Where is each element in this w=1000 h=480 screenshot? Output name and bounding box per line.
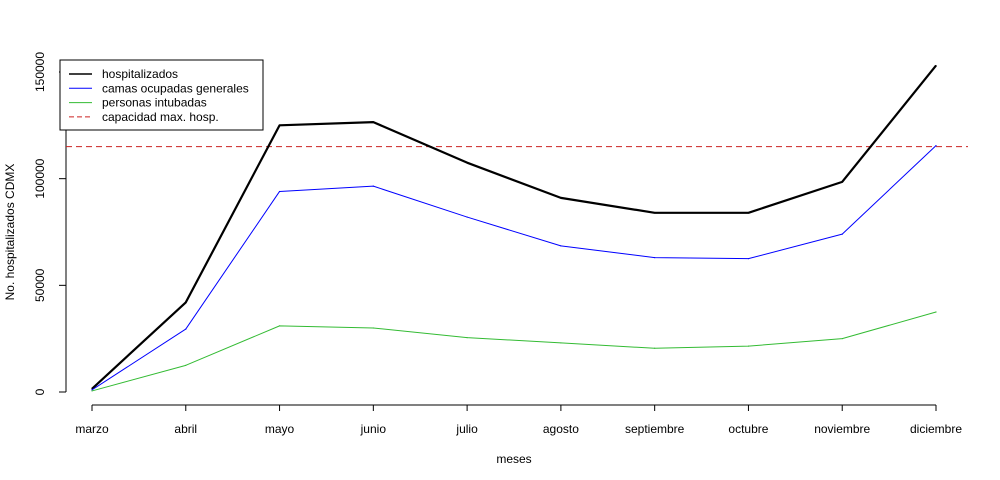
x-tick-label: junio: [360, 422, 387, 436]
data-point: [560, 342, 562, 344]
data-point: [560, 197, 562, 199]
legend-label: hospitalizados: [102, 67, 178, 81]
y-tick-label: 100000: [33, 158, 47, 198]
y-axis: 0 50000 100000 150000: [33, 52, 67, 395]
data-point: [91, 389, 93, 391]
data-point: [654, 257, 656, 259]
x-tick-label: octubre: [728, 422, 768, 436]
data-point: [185, 328, 187, 330]
x-axis: marzo abril mayo junio julio agosto septiembre…: [75, 404, 962, 436]
data-point: [841, 338, 843, 340]
x-tick-label: mayo: [265, 422, 295, 436]
y-tick-label: 0: [33, 388, 47, 395]
series-line-1: [91, 145, 937, 391]
data-point: [935, 145, 937, 147]
data-point: [372, 121, 374, 123]
data-point: [278, 190, 281, 193]
legend-label: capacidad max. hosp.: [102, 110, 219, 124]
data-point: [654, 347, 656, 349]
data-point: [466, 216, 468, 218]
y-axis-title: No. hospitalizados CDMX: [3, 164, 17, 301]
legend-label: camas ocupadas generales: [102, 81, 249, 95]
data-point: [560, 245, 562, 247]
x-tick-label: diciembre: [910, 422, 962, 436]
data-point: [935, 65, 937, 67]
data-point: [466, 162, 468, 164]
series-line-0: [91, 64, 937, 390]
legend-label: personas intubadas: [102, 96, 207, 110]
x-axis-title: meses: [496, 452, 531, 466]
data-point: [841, 181, 843, 183]
data-point: [91, 390, 93, 392]
data-point: [747, 212, 750, 214]
data-point: [747, 345, 750, 347]
data-point: [372, 185, 374, 187]
legend-box: [59, 59, 264, 131]
series-lines: [91, 64, 937, 392]
data-point: [747, 258, 750, 260]
x-tick-label: julio: [455, 422, 478, 436]
series-line-2: [91, 311, 937, 392]
data-point: [372, 327, 374, 329]
data-point: [278, 124, 281, 126]
data-point: [935, 311, 937, 313]
x-tick-label: septiembre: [625, 422, 685, 436]
x-tick-label: agosto: [543, 422, 579, 436]
y-tick-label: 50000: [33, 268, 47, 302]
y-tick-label: 150000: [33, 52, 47, 92]
x-tick-label: noviembre: [814, 422, 870, 436]
data-point: [466, 337, 468, 339]
x-tick-label: marzo: [75, 422, 109, 436]
data-point: [278, 325, 281, 327]
x-tick-label: abril: [174, 422, 197, 436]
data-point: [841, 233, 843, 235]
data-point: [185, 364, 187, 366]
data-point: [185, 301, 187, 303]
data-point: [654, 212, 656, 214]
